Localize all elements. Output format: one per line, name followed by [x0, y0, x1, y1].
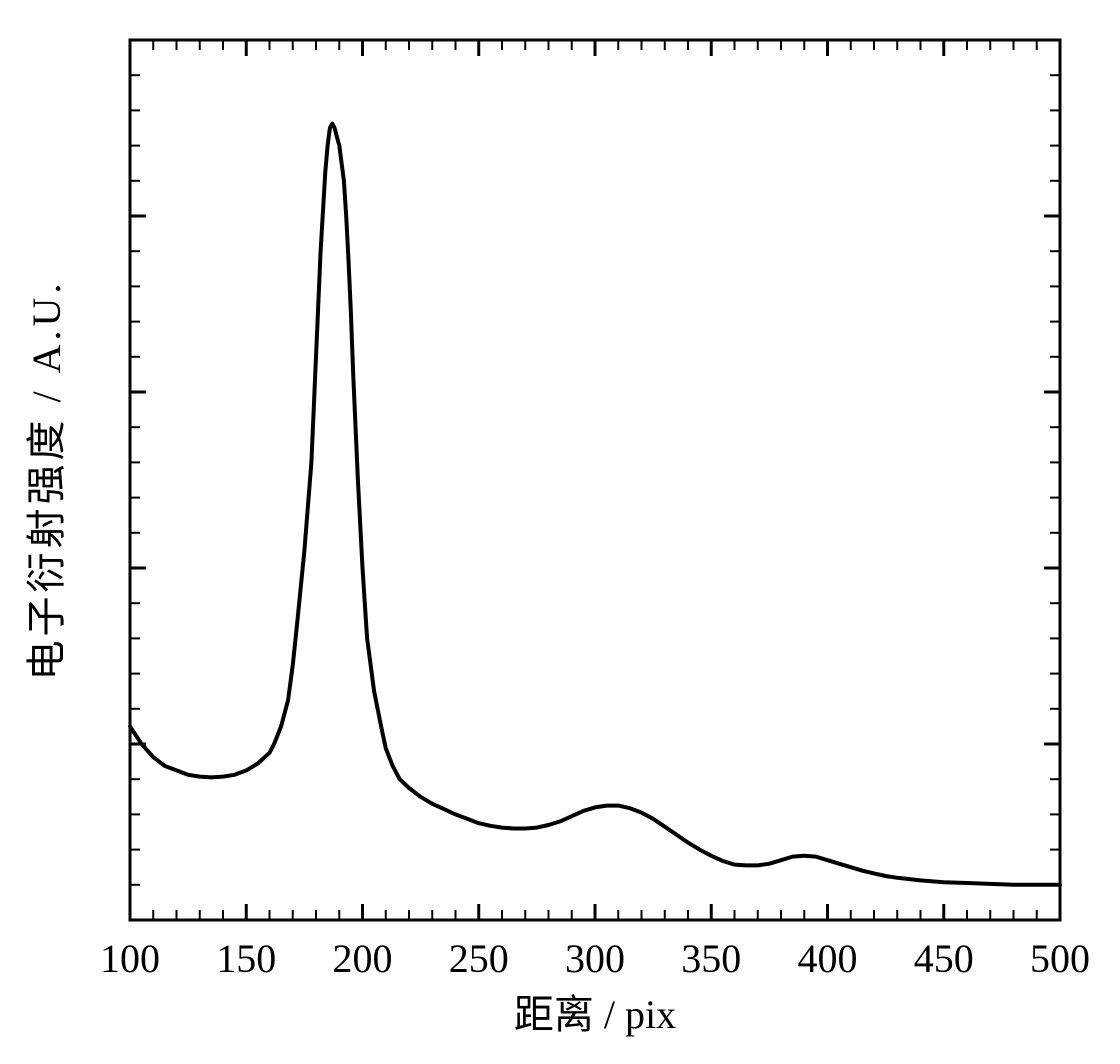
- diffraction-chart: 100 150 200 250 300 350 400 450 500 距离 / pix 电子衍射强…: [0, 0, 1120, 1064]
- xtick-label: 400: [798, 936, 858, 981]
- y-axis-label: 电子衍射强度 / A.U.: [24, 280, 69, 681]
- intensity-curve: [130, 124, 1060, 885]
- xtick-label: 450: [914, 936, 974, 981]
- xtick-label: 200: [333, 936, 393, 981]
- xtick-label: 350: [681, 936, 741, 981]
- plot-frame: [130, 40, 1060, 920]
- chart-svg: 100 150 200 250 300 350 400 450 500 距离 / pix 电子衍射强…: [0, 0, 1120, 1064]
- xtick-label: 100: [100, 936, 160, 981]
- xtick-label: 150: [216, 936, 276, 981]
- x-axis-label: 距离 / pix: [514, 992, 676, 1037]
- xtick-label: 300: [565, 936, 625, 981]
- xtick-label: 250: [449, 936, 509, 981]
- xtick-label: 500: [1030, 936, 1090, 981]
